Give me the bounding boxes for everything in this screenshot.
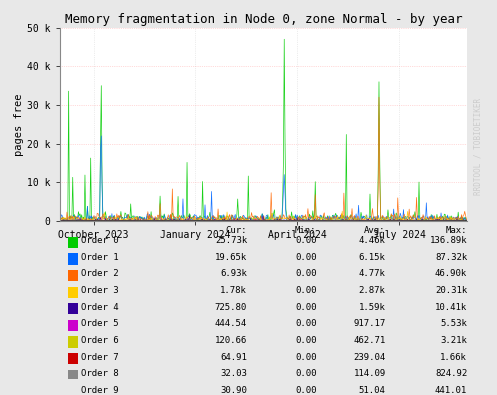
Bar bbox=[68, 353, 78, 364]
Text: 30.90: 30.90 bbox=[220, 386, 247, 395]
Bar bbox=[68, 254, 78, 265]
Bar bbox=[68, 287, 78, 298]
Text: 462.71: 462.71 bbox=[353, 336, 386, 345]
Text: 0.00: 0.00 bbox=[295, 336, 317, 345]
Text: 20.31k: 20.31k bbox=[435, 286, 467, 295]
Text: 10.41k: 10.41k bbox=[435, 303, 467, 312]
Text: Order 8: Order 8 bbox=[81, 369, 118, 378]
Text: Order 0: Order 0 bbox=[81, 236, 118, 245]
Text: RRDTOOL / TOBIOETIKER: RRDTOOL / TOBIOETIKER bbox=[473, 98, 482, 195]
Text: 25.73k: 25.73k bbox=[215, 236, 247, 245]
Text: Order 3: Order 3 bbox=[81, 286, 118, 295]
Text: Avg:: Avg: bbox=[364, 226, 386, 235]
Text: Order 4: Order 4 bbox=[81, 303, 118, 312]
Text: Cur:: Cur: bbox=[226, 226, 247, 235]
Y-axis label: pages free: pages free bbox=[14, 93, 24, 156]
Text: 824.92: 824.92 bbox=[435, 369, 467, 378]
Text: 5.53k: 5.53k bbox=[440, 319, 467, 328]
Text: 1.78k: 1.78k bbox=[220, 286, 247, 295]
Text: 0.00: 0.00 bbox=[295, 353, 317, 361]
Bar bbox=[68, 320, 78, 331]
Text: 136.89k: 136.89k bbox=[429, 236, 467, 245]
Text: 0.00: 0.00 bbox=[295, 269, 317, 278]
Text: 0.00: 0.00 bbox=[295, 386, 317, 395]
Bar bbox=[68, 270, 78, 281]
Text: 4.46k: 4.46k bbox=[359, 236, 386, 245]
Text: 32.03: 32.03 bbox=[220, 369, 247, 378]
Text: Order 7: Order 7 bbox=[81, 353, 118, 361]
Text: 917.17: 917.17 bbox=[353, 319, 386, 328]
Text: 0.00: 0.00 bbox=[295, 303, 317, 312]
Text: Order 6: Order 6 bbox=[81, 336, 118, 345]
Text: 3.21k: 3.21k bbox=[440, 336, 467, 345]
Text: 19.65k: 19.65k bbox=[215, 253, 247, 262]
Bar bbox=[68, 237, 78, 248]
Text: 6.93k: 6.93k bbox=[220, 269, 247, 278]
Text: 6.15k: 6.15k bbox=[359, 253, 386, 262]
Text: 0.00: 0.00 bbox=[295, 319, 317, 328]
Text: 239.04: 239.04 bbox=[353, 353, 386, 361]
Text: 0.00: 0.00 bbox=[295, 253, 317, 262]
Text: Order 5: Order 5 bbox=[81, 319, 118, 328]
Bar bbox=[68, 370, 78, 381]
Text: 0.00: 0.00 bbox=[295, 286, 317, 295]
Title: Memory fragmentation in Node 0, zone Normal - by year: Memory fragmentation in Node 0, zone Nor… bbox=[65, 13, 462, 26]
Text: 120.66: 120.66 bbox=[215, 336, 247, 345]
Text: 46.90k: 46.90k bbox=[435, 269, 467, 278]
Text: 87.32k: 87.32k bbox=[435, 253, 467, 262]
Bar bbox=[68, 303, 78, 314]
Text: Max:: Max: bbox=[446, 226, 467, 235]
Text: Order 2: Order 2 bbox=[81, 269, 118, 278]
Text: 441.01: 441.01 bbox=[435, 386, 467, 395]
Bar bbox=[68, 386, 78, 395]
Text: Order 1: Order 1 bbox=[81, 253, 118, 262]
Text: 444.54: 444.54 bbox=[215, 319, 247, 328]
Bar bbox=[68, 337, 78, 348]
Text: 0.00: 0.00 bbox=[295, 369, 317, 378]
Text: 1.59k: 1.59k bbox=[359, 303, 386, 312]
Text: 4.77k: 4.77k bbox=[359, 269, 386, 278]
Text: 51.04: 51.04 bbox=[359, 386, 386, 395]
Text: 0.00: 0.00 bbox=[295, 236, 317, 245]
Text: 114.09: 114.09 bbox=[353, 369, 386, 378]
Text: 725.80: 725.80 bbox=[215, 303, 247, 312]
Text: 64.91: 64.91 bbox=[220, 353, 247, 361]
Text: 1.66k: 1.66k bbox=[440, 353, 467, 361]
Text: Min:: Min: bbox=[295, 226, 317, 235]
Text: 2.87k: 2.87k bbox=[359, 286, 386, 295]
Text: Order 9: Order 9 bbox=[81, 386, 118, 395]
